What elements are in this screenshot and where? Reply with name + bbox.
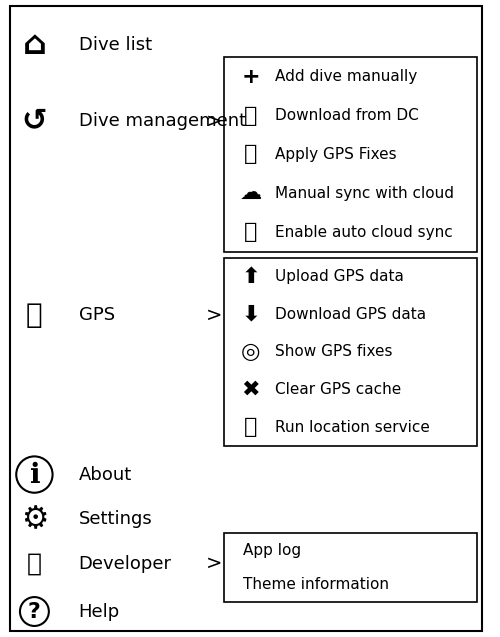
Text: ✖: ✖ [242, 380, 260, 399]
Text: ⌚: ⌚ [244, 106, 258, 125]
Text: Manual sync with cloud: Manual sync with cloud [275, 186, 454, 201]
Text: GPS: GPS [78, 306, 115, 324]
Text: Clear GPS cache: Clear GPS cache [275, 382, 402, 397]
Text: 🤖: 🤖 [27, 552, 42, 576]
Text: ✅: ✅ [244, 222, 258, 242]
Text: About: About [78, 466, 132, 483]
Text: +: + [242, 67, 260, 87]
Text: Run location service: Run location service [275, 420, 430, 434]
Text: Theme information: Theme information [244, 577, 390, 592]
Text: 📍: 📍 [244, 417, 258, 437]
Text: 📍: 📍 [244, 145, 258, 164]
Text: ◎: ◎ [241, 342, 260, 362]
Text: >: > [206, 554, 222, 573]
Text: ?: ? [28, 601, 41, 622]
Text: ↺: ↺ [22, 106, 47, 136]
Text: Add dive manually: Add dive manually [275, 69, 418, 84]
Text: Dive management: Dive management [78, 112, 246, 130]
Text: ⌂: ⌂ [22, 28, 46, 61]
Text: ℹ: ℹ [29, 461, 40, 489]
Text: Download GPS data: Download GPS data [275, 307, 426, 322]
Text: Developer: Developer [78, 555, 172, 573]
Text: ☁: ☁ [240, 183, 262, 203]
Text: >: > [206, 306, 222, 325]
FancyBboxPatch shape [224, 258, 477, 446]
Text: 📍: 📍 [26, 301, 42, 329]
Text: Help: Help [78, 603, 120, 620]
FancyBboxPatch shape [224, 57, 477, 252]
Text: App log: App log [244, 543, 302, 558]
Text: Upload GPS data: Upload GPS data [275, 269, 404, 284]
Text: Dive list: Dive list [78, 36, 152, 54]
FancyBboxPatch shape [224, 533, 477, 602]
Text: >: > [206, 111, 222, 131]
Text: Settings: Settings [78, 510, 152, 528]
Text: ⚙: ⚙ [20, 505, 48, 534]
Text: ⬇: ⬇ [242, 304, 260, 324]
Text: Download from DC: Download from DC [275, 108, 419, 123]
Text: ⬆: ⬆ [242, 267, 260, 287]
Text: Show GPS fixes: Show GPS fixes [275, 345, 392, 359]
Text: Apply GPS Fixes: Apply GPS Fixes [275, 147, 397, 162]
Text: Enable auto cloud sync: Enable auto cloud sync [275, 225, 453, 240]
